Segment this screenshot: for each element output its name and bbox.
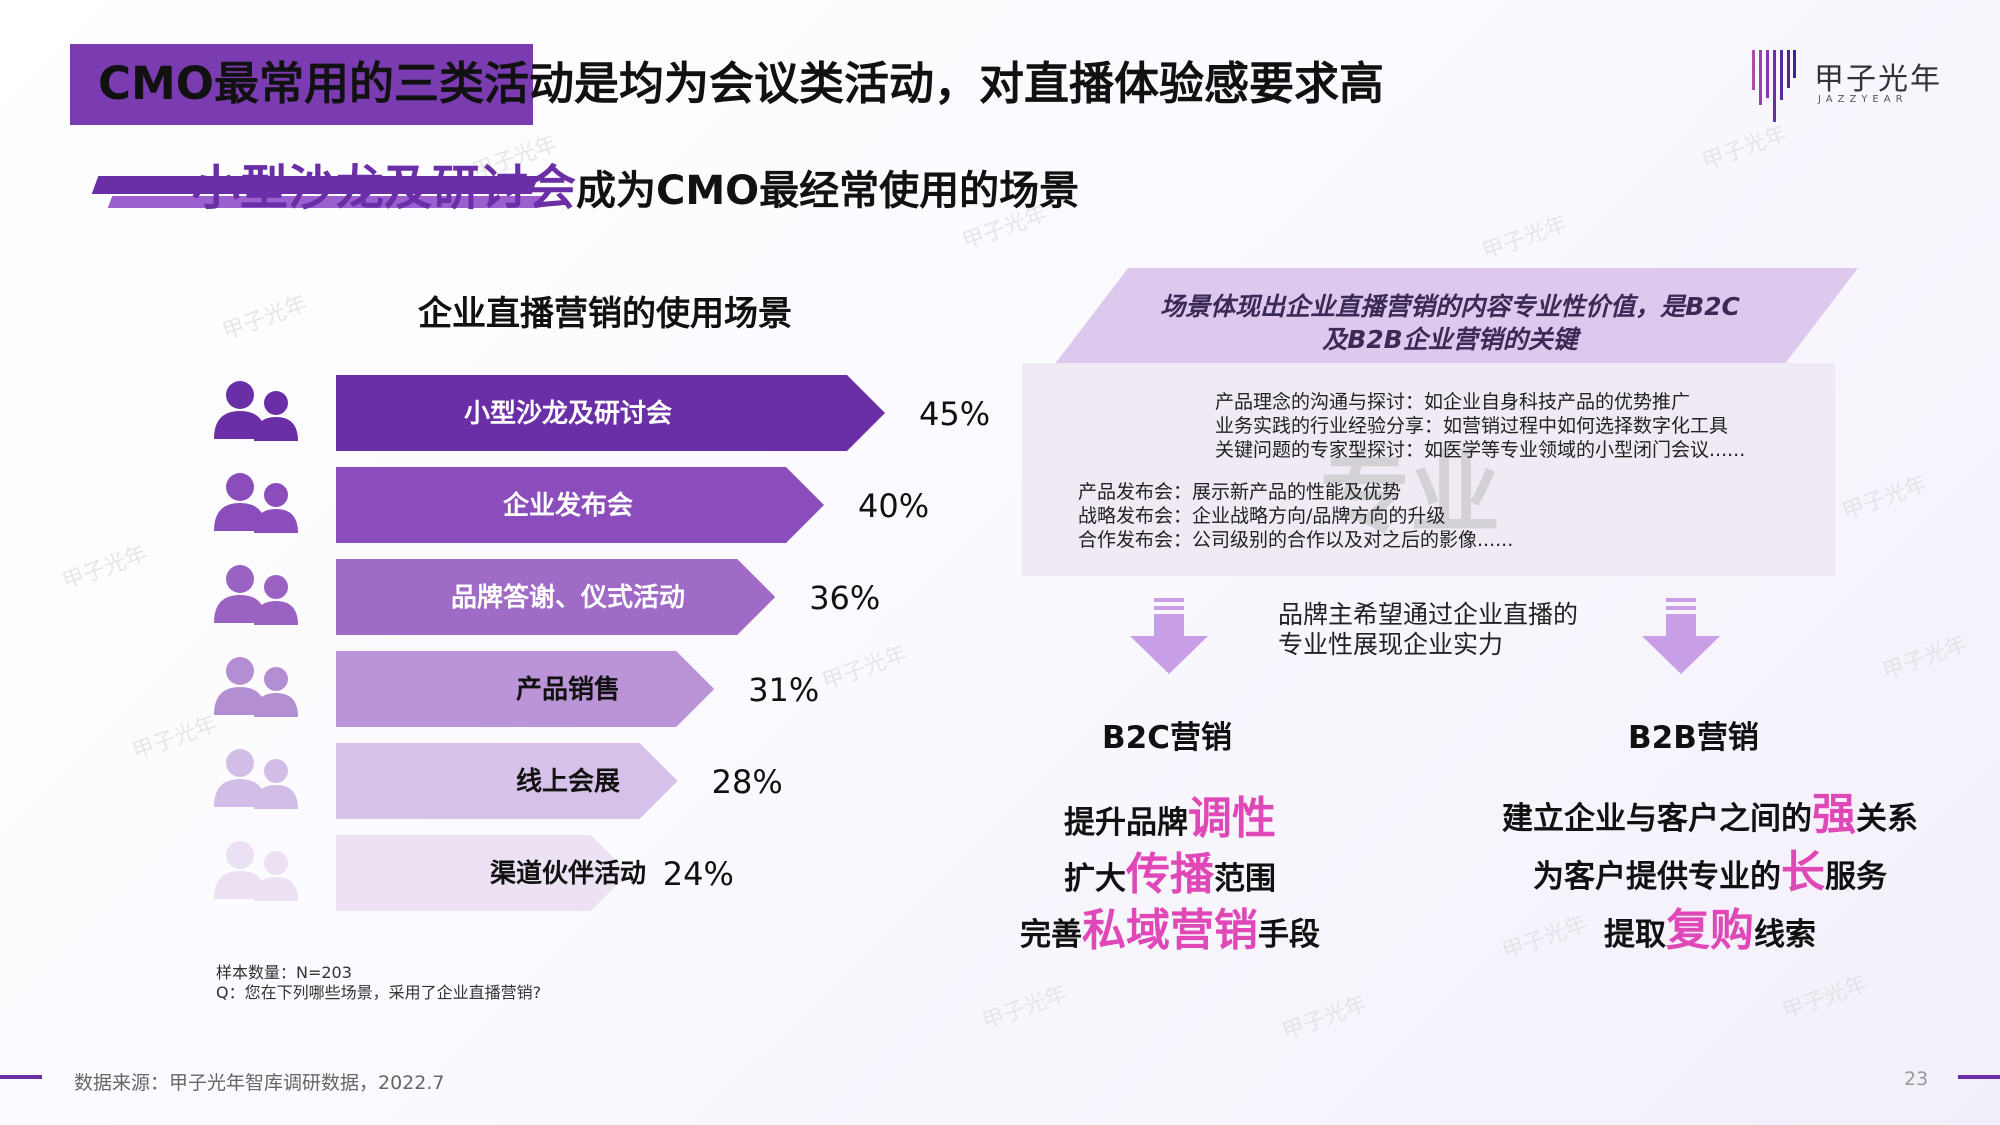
key-insight-banner xyxy=(1048,268,1858,373)
footer-accent-right xyxy=(1958,1075,2000,1079)
brand-name-cn: 甲子光年 xyxy=(1814,62,1942,97)
bar xyxy=(336,743,678,819)
professional-watermark: 专业 xyxy=(1320,441,1500,546)
people-icon xyxy=(214,473,298,533)
brand-goal-line: 品牌主希望通过企业直播的 xyxy=(1278,600,1579,629)
bar xyxy=(336,835,629,911)
salon-details: 产品理念的沟通与探讨：如企业自身科技产品的优势推广 业务实践的行业经验分享：如营… xyxy=(1215,390,1745,462)
page-title: CMO最常用的三类活动是均为会议类活动，对直播体验感要求高 xyxy=(98,57,1385,110)
bar-category-label: 线上会展 xyxy=(516,767,620,797)
detail-line: 产品理念的沟通与探讨：如企业自身科技产品的优势推广 xyxy=(1215,391,1691,413)
people-icon xyxy=(214,841,298,901)
subtitle-rest: 成为CMO最经常使用的场景 xyxy=(576,168,1080,214)
bar-value-label: 28% xyxy=(712,763,783,801)
bar-category-label: 品牌答谢、仪式活动 xyxy=(451,582,685,613)
key-insight-line: 及B2B企业营销的关键 xyxy=(1322,325,1578,354)
key-insight-text: 场景体现出企业直播营销的内容专业性价值，是B2C 及B2B企业营销的关键 xyxy=(1090,290,1810,356)
b2c-point: 扩大传播范围 xyxy=(1064,849,1276,900)
bar xyxy=(336,375,885,451)
watermark-stamp: 甲子光年 xyxy=(1479,211,1571,266)
detail-line: 产品发布会：展示新产品的性能及优势 xyxy=(1078,481,1402,503)
sample-note: 样本数量：N=203 Q：您在下列哪些场景，采用了企业直播营销? xyxy=(216,963,541,1003)
people-icon xyxy=(214,565,298,625)
bar-chart: 小型沙龙及研讨会 45% 企业发布会 40% 品牌答谢、仪式活动 36% 产品销售 31% 线上… xyxy=(214,375,990,911)
brand-goal-text: 品牌主希望通过企业直播的 专业性展现企业实力 xyxy=(1278,600,1578,660)
title-highlight-bar xyxy=(70,44,533,125)
bar xyxy=(336,559,776,635)
watermark-stamp: 甲子光年 xyxy=(1879,631,1971,686)
launch-details: 产品发布会：展示新产品的性能及优势 战略发布会：企业战略方向/品牌方向的升级 合… xyxy=(1078,480,1513,552)
sample-size: 样本数量：N=203 xyxy=(216,963,352,982)
b2b-point: 为客户提供专业的长服务 xyxy=(1533,847,1887,898)
down-arrow-icon xyxy=(1130,598,1208,674)
watermark-stamp: 甲子光年 xyxy=(1699,121,1791,176)
bar-category-label: 产品销售 xyxy=(516,674,620,705)
watermark-stamp: 甲子光年 xyxy=(979,981,1071,1036)
survey-question: Q：您在下列哪些场景，采用了企业直播营销? xyxy=(216,983,542,1002)
page-number: 23 xyxy=(1904,1068,1929,1090)
watermark-stamp: 甲子光年 xyxy=(1279,991,1371,1046)
b2c-point: 完善私域营销手段 xyxy=(1020,905,1320,956)
b2c-heading: B2C营销 xyxy=(1102,720,1232,756)
bar-category-label: 渠道伙伴活动 xyxy=(490,858,646,889)
down-arrow-icon xyxy=(1642,598,1720,674)
brand-goal-line: 专业性展现企业实力 xyxy=(1278,630,1504,659)
brand-name-en: JAZZYEAR xyxy=(1818,94,1908,105)
footer-accent-left xyxy=(0,1075,42,1079)
detail-line: 业务实践的行业经验分享：如营销过程中如何选择数字化工具 xyxy=(1215,415,1729,437)
bar-value-label: 31% xyxy=(748,671,819,709)
subtitle-highlight: 小型沙龙及研讨会 xyxy=(192,160,577,216)
bar-category-label: 企业发布会 xyxy=(503,490,633,521)
b2b-point: 提取复购线索 xyxy=(1604,905,1816,956)
watermark-stamp: 甲子光年 xyxy=(1839,471,1931,526)
b2b-points: 建立企业与客户之间的强关系 为客户提供专业的长服务 提取复购线索 xyxy=(1470,778,1950,956)
watermark-stamp: 甲子光年 xyxy=(219,291,311,346)
brand-logo-icon xyxy=(1752,50,1796,122)
people-icon xyxy=(214,381,298,441)
b2c-point: 提升品牌调性 xyxy=(1064,793,1276,844)
data-source: 数据来源：甲子光年智库调研数据，2022.7 xyxy=(74,1072,445,1094)
watermark-stamp: 甲子光年 xyxy=(59,541,151,596)
bar-value-label: 45% xyxy=(919,395,990,433)
bar-value-label: 36% xyxy=(809,579,880,617)
people-icon xyxy=(214,657,298,717)
page-subtitle: 小型沙龙及研讨会成为CMO最经常使用的场景 xyxy=(192,148,1079,218)
people-icon xyxy=(214,749,298,809)
bar xyxy=(336,467,824,543)
bar-value-label: 24% xyxy=(663,855,734,893)
bar xyxy=(336,651,715,727)
chart-title: 企业直播营销的使用场景 xyxy=(418,294,792,334)
detail-line: 战略发布会：企业战略方向/品牌方向的升级 xyxy=(1078,505,1446,527)
detail-line: 合作发布会：公司级别的合作以及对之后的影像...... xyxy=(1078,529,1514,551)
watermark-stamp: 甲子光年 xyxy=(1779,971,1871,1026)
b2b-point: 建立企业与客户之间的强关系 xyxy=(1502,789,1918,840)
bar-value-label: 40% xyxy=(858,487,929,525)
detail-line: 关键问题的专家型探讨：如医学等专业领域的小型闭门会议...... xyxy=(1215,439,1746,461)
b2c-points: 提升品牌调性 扩大传播范围 完善私域营销手段 xyxy=(1010,782,1330,956)
scenario-detail-box xyxy=(1022,363,1835,576)
key-insight-line: 场景体现出企业直播营销的内容专业性价值，是B2C xyxy=(1160,292,1740,321)
b2b-heading: B2B营销 xyxy=(1628,720,1759,756)
bar-category-label: 小型沙龙及研讨会 xyxy=(464,399,672,429)
